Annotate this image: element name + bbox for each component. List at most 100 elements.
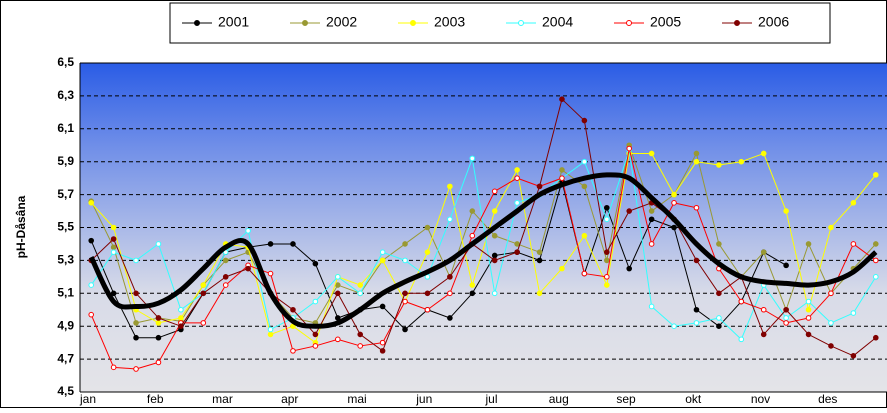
point [402, 257, 408, 264]
point [178, 306, 184, 313]
point [514, 241, 520, 247]
y-tick-label: 4,7 [57, 351, 74, 365]
legend [169, 2, 831, 44]
point [828, 320, 834, 326]
x-tick-label: des [818, 392, 837, 406]
y-tick-label: 5,7 [57, 187, 74, 201]
point [447, 290, 453, 297]
point [716, 290, 722, 297]
y-tick-label: 5,1 [57, 285, 74, 299]
point [783, 306, 789, 313]
point [626, 145, 633, 152]
point [581, 158, 588, 165]
point [805, 331, 812, 338]
point [805, 241, 812, 247]
point [357, 290, 364, 297]
point [155, 320, 162, 326]
point [805, 315, 812, 321]
point [693, 204, 700, 211]
point [424, 249, 431, 255]
point [648, 208, 655, 214]
point [290, 241, 296, 247]
point [850, 241, 857, 247]
point [626, 208, 633, 214]
legend-label: 2004 [542, 14, 573, 30]
point [828, 343, 834, 349]
series-line [90, 149, 877, 340]
point [357, 343, 364, 349]
point [760, 306, 767, 313]
point [716, 323, 722, 330]
point [603, 274, 610, 280]
point [200, 290, 207, 297]
y-tick-label: 6,1 [57, 121, 74, 135]
legend-label: 2005 [650, 14, 681, 30]
point [133, 366, 139, 372]
point [200, 282, 207, 288]
point [334, 282, 341, 288]
point [872, 257, 879, 264]
point [783, 315, 789, 321]
point [334, 274, 341, 280]
y-tick-label: 6,5 [57, 55, 74, 69]
point [245, 265, 251, 272]
point [603, 257, 610, 264]
legend-marker [734, 20, 740, 26]
point [178, 323, 184, 330]
point [133, 290, 139, 297]
point [828, 290, 834, 297]
point [693, 150, 700, 157]
point [738, 336, 745, 343]
point [491, 188, 498, 195]
y-tick-label: 4,9 [57, 318, 74, 332]
point [559, 167, 565, 173]
point [626, 265, 633, 272]
point [312, 298, 319, 305]
point [110, 249, 117, 255]
point [200, 320, 207, 326]
point [469, 232, 476, 239]
point [760, 331, 767, 338]
legend-label: 2003 [434, 14, 465, 30]
point [491, 252, 498, 259]
point [312, 331, 319, 338]
point [603, 204, 610, 211]
point [693, 257, 700, 264]
point [424, 290, 431, 297]
point [267, 326, 274, 333]
point [559, 265, 565, 272]
point [581, 232, 588, 239]
point [469, 290, 476, 297]
point [222, 282, 229, 288]
y-tick-label: 5,5 [57, 220, 74, 234]
point [581, 270, 588, 277]
point [716, 315, 722, 321]
point [447, 183, 453, 190]
point [760, 150, 767, 157]
point [671, 224, 677, 231]
x-tick-label: okt [685, 392, 702, 406]
point [716, 241, 722, 247]
legend-marker [302, 20, 308, 26]
legend-marker [410, 20, 416, 26]
point [850, 310, 857, 316]
y-tick-label: 5,3 [57, 253, 74, 267]
point [357, 282, 364, 288]
x-tick-label: nov [751, 392, 770, 406]
point [290, 306, 296, 313]
x-tick-label: aug [549, 392, 569, 406]
point [88, 282, 95, 288]
x-tick-label: feb [147, 392, 164, 406]
point [671, 191, 677, 198]
point [693, 158, 700, 165]
point [648, 216, 655, 223]
point [514, 200, 520, 206]
point [334, 336, 341, 343]
series-line [90, 148, 877, 370]
trend-line [88, 172, 878, 329]
legend-label: 2002 [326, 14, 357, 30]
point [738, 158, 745, 165]
point [872, 334, 879, 341]
y-tick-label: 5,9 [57, 154, 74, 168]
